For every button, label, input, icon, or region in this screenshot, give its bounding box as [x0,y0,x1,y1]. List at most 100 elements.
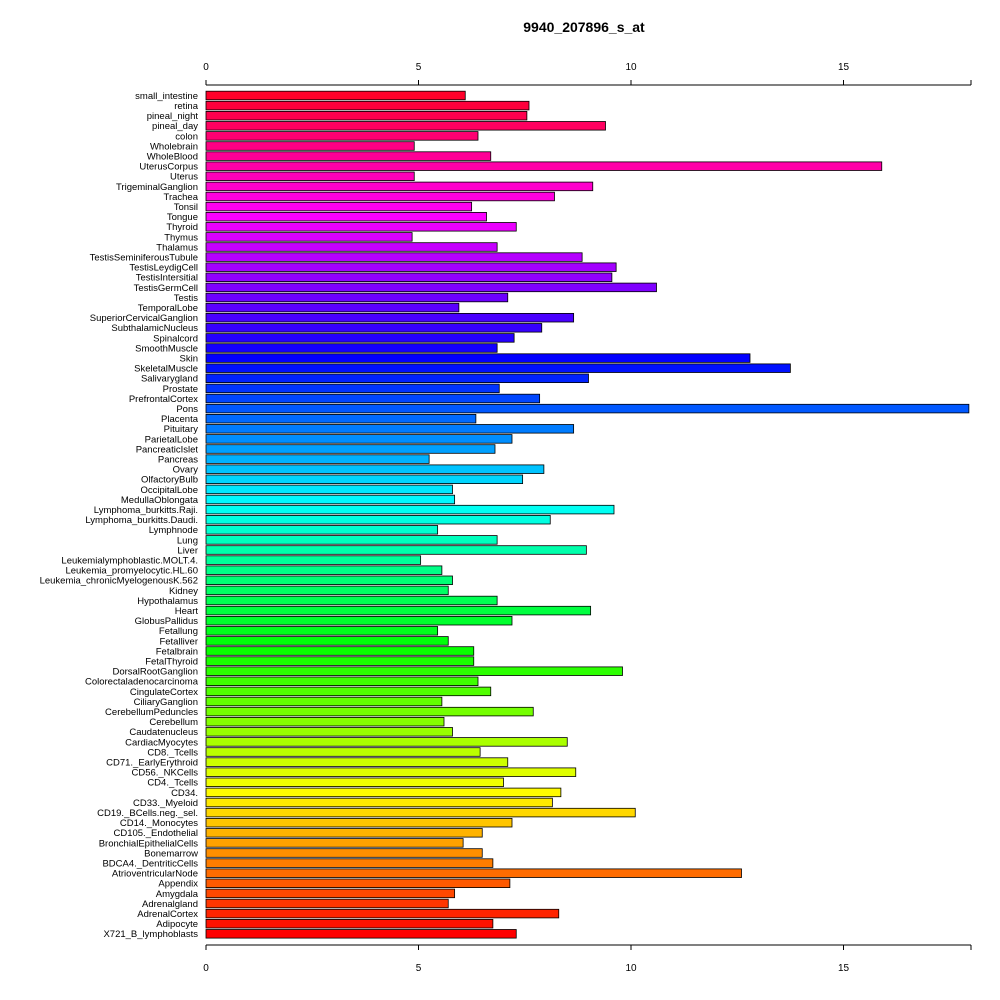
bar-skeletalmuscle [205,363,791,373]
category-label: OccipitalLobe [140,485,198,496]
category-label: BronchialEpithelialCells [99,838,199,849]
category-label: Adipocyte [156,919,198,930]
category-label: UterusCorpus [139,162,198,173]
bar-liver [205,545,587,555]
category-label: Leukemia_chronicMyelogenousK.562 [40,576,198,587]
bottom-axis: 0 5 10 15 [203,944,972,974]
bar-leukemia-chronicmyelogenousk-562 [205,575,453,586]
category-label: TrigeminalGanglion [116,182,198,193]
category-label: DorsalRootGanglion [112,667,198,678]
top-tick-label: 5 [416,62,422,73]
bar-lymphoma-burkitts-raji [205,504,615,515]
category-label: Pons [176,404,198,415]
category-label: CD14._Monocytes [120,818,198,829]
category-label: ParietalLobe [145,434,198,445]
category-label: OlfactoryBulb [141,475,198,486]
category-label: Appendix [158,879,198,890]
bar-occipitallobe [205,484,453,495]
category-label: CD19._BCells.neg._sel. [97,808,198,819]
bar-cd8-tcells [205,747,481,757]
top-axis: 0 5 10 15 [203,62,972,86]
category-label: AtrioventricularNode [112,869,198,880]
category-label: CD33._Myeloid [133,798,198,809]
bar-fetallung [205,626,439,636]
bar-bronchialepithelialcells [205,838,464,848]
bar-cd34 [205,787,562,798]
category-label: PrefrontalCortex [129,394,198,405]
category-label: Amygdala [156,889,199,900]
bar-pituitary [205,424,575,434]
bar-olfactorybulb [205,474,524,485]
bar-uterus [205,171,415,182]
category-label: CD105._Endothelial [113,828,198,839]
bar-superiorcervicalganglion [205,312,575,323]
bar-x721-b-lymphoblasts [205,929,517,939]
bar-smoothmuscle [205,343,498,353]
bar-dorsalrootganglion [205,666,623,676]
bar-wholebrain [205,141,415,151]
category-label: Hypothalamus [137,596,198,607]
bar-thymus [205,232,413,242]
bar-cingulatecortex [205,686,492,697]
bar-cerebellum [205,717,445,727]
bar-amygdala [205,888,456,899]
category-label: CD8._Tcells [147,747,198,758]
bar-adipocyte [205,919,494,929]
bar-lymphoma-burkitts-daudi [205,515,551,525]
category-label: Pancreas [158,455,198,466]
top-tick-label: 10 [625,62,637,73]
bar-testis [205,292,509,303]
bar-testisseminiferoustubule [205,252,583,262]
bar-prefrontalcortex [205,393,541,404]
category-label: Lymphoma_burkitts.Daudi. [85,515,198,526]
bar-bdca4-dentriticcells [205,858,494,868]
bottom-tick-label: 0 [203,963,209,974]
category-label: Spinalcord [153,333,198,344]
bar-atrioventricularnode [205,868,742,878]
bar-heart [205,605,592,616]
category-label: CD34. [171,788,198,799]
bar-fetalbrain [205,646,475,656]
bar-globuspallidus [205,616,513,626]
bar-testisleydigcell [205,262,617,272]
category-label: Testis [174,293,199,304]
category-label: Thymus [164,232,198,243]
category-label: Bonemarrow [144,848,198,859]
category-label: TestisLeydigCell [129,263,198,274]
bar-cardiacmyocytes [205,737,568,747]
bar-fetalliver [205,636,449,646]
category-label: Cerebellum [149,717,198,728]
category-label: CD4._Tcells [147,778,198,789]
bar-trachea [205,191,555,202]
category-label: retina [174,101,198,112]
bar-medullaoblongata [205,494,456,505]
category-label: Leukemia_promyelocytic.HL.60 [65,566,198,577]
bar-caudatenucleus [205,727,453,737]
bar-prostate [205,383,500,394]
bar-testisgermcell [205,282,657,293]
category-label: TestisIntersitial [136,273,198,284]
category-label: Liver [177,545,198,556]
category-label: SkeletalMuscle [134,364,198,375]
category-label: Fetalbrain [156,646,198,657]
category-label: Lymphoma_burkitts.Raji. [94,505,198,516]
bar-pineal-day [205,121,606,131]
bar-cd19-bcells-neg-sel [205,807,636,818]
bar-parietallobe [205,434,513,444]
category-label: Colorectaladenocarcinoma [85,677,199,688]
bar-trigeminalganglion [205,181,594,192]
category-label: small_intestine [135,91,198,102]
bar-leukemia-promyelocytic-hl-60 [205,565,443,575]
bar-cerebellumpeduncles [205,706,534,717]
category-label: Ovary [173,465,199,476]
bar-fetalthyroid [205,656,475,666]
bottom-tick-label: 10 [625,963,637,974]
bar-cd14-monocytes [205,818,513,828]
category-label: SubthalamicNucleus [111,323,198,334]
category-label: MedullaOblongata [121,495,199,506]
bottom-tick-label: 5 [416,963,422,974]
bar-colon [205,131,479,141]
category-label: Tongue [167,212,198,223]
bar-cd33-myeloid [205,797,553,808]
